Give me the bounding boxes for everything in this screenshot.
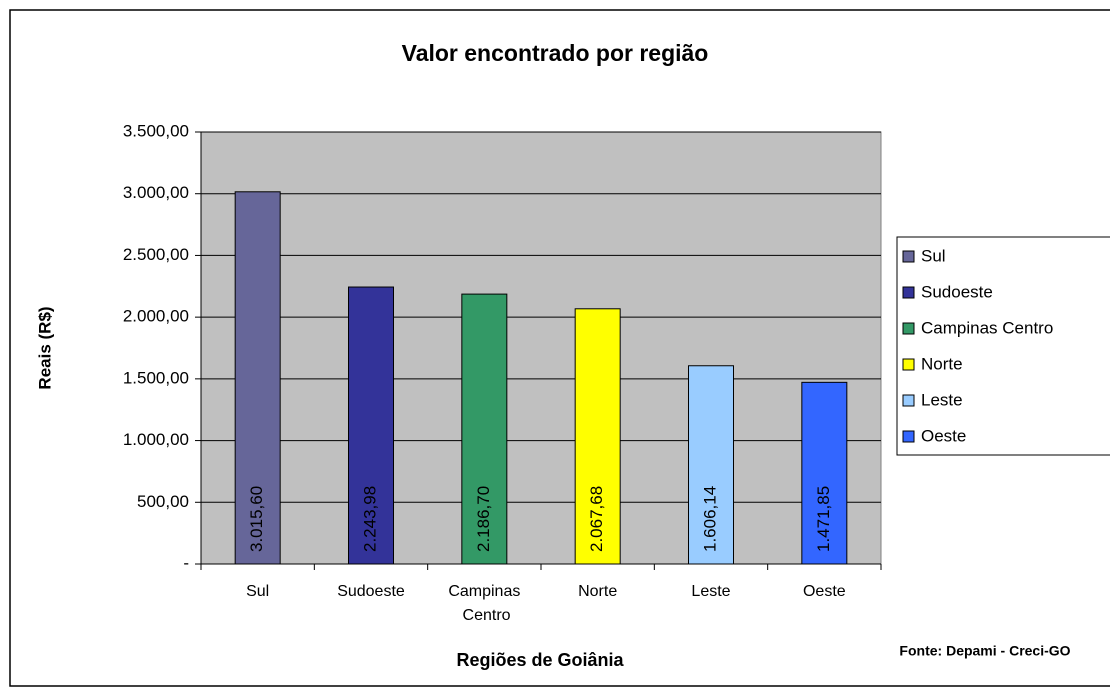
- legend-label: Leste: [921, 390, 963, 409]
- legend-swatch: [902, 358, 915, 371]
- bar: [574, 308, 621, 565]
- source-note: Fonte: Depami - Creci-GO: [899, 643, 1070, 659]
- legend-label: Oeste: [921, 426, 966, 445]
- legend-label: Sul: [921, 246, 946, 265]
- bar: [801, 381, 848, 565]
- data-label: 3.015,60: [247, 486, 266, 552]
- chart-title: Valor encontrado por região: [402, 40, 709, 66]
- data-label: 1.471,85: [814, 486, 833, 552]
- bar: [688, 365, 734, 565]
- legend-swatch: [902, 430, 915, 443]
- legend-swatch: [902, 286, 915, 299]
- x-tick-label: Norte: [578, 583, 617, 600]
- x-tick-label: Leste: [691, 583, 730, 600]
- y-tick-label: 500,00: [137, 492, 189, 511]
- data-label: 2.243,98: [360, 486, 379, 552]
- legend-swatch: [902, 322, 915, 335]
- x-tick-label: Sudoeste: [337, 583, 405, 600]
- x-tick-label: Sul: [246, 583, 269, 600]
- data-label: 1.606,14: [700, 486, 719, 552]
- legend-box: [896, 236, 1110, 456]
- x-tick-label: Campinas Centro: [448, 583, 520, 624]
- data-label: 2.067,68: [587, 486, 606, 552]
- data-label: 2.186,70: [474, 486, 493, 552]
- legend-label: Norte: [921, 354, 963, 373]
- legend-swatch: [902, 394, 915, 407]
- plot-area: [200, 131, 882, 565]
- bar: [461, 293, 508, 565]
- y-tick-label: -: [183, 553, 189, 572]
- y-tick-label: 3.000,00: [123, 183, 189, 202]
- bar: [348, 286, 394, 565]
- legend-swatch: [902, 250, 915, 263]
- bar: [234, 191, 281, 565]
- y-tick-label: 1.000,00: [123, 430, 189, 449]
- x-tick-label: Oeste: [803, 583, 846, 600]
- y-axis-label: Reais (R$): [35, 306, 54, 389]
- legend-label: Campinas Centro: [921, 318, 1053, 337]
- y-tick-label: 3.500,00: [123, 121, 189, 140]
- y-tick-label: 1.500,00: [123, 368, 189, 387]
- legend-label: Sudoeste: [921, 282, 993, 301]
- y-tick-label: 2.000,00: [123, 307, 189, 326]
- x-axis-label: Regiões de Goiânia: [456, 650, 624, 670]
- y-tick-label: 2.500,00: [123, 245, 189, 264]
